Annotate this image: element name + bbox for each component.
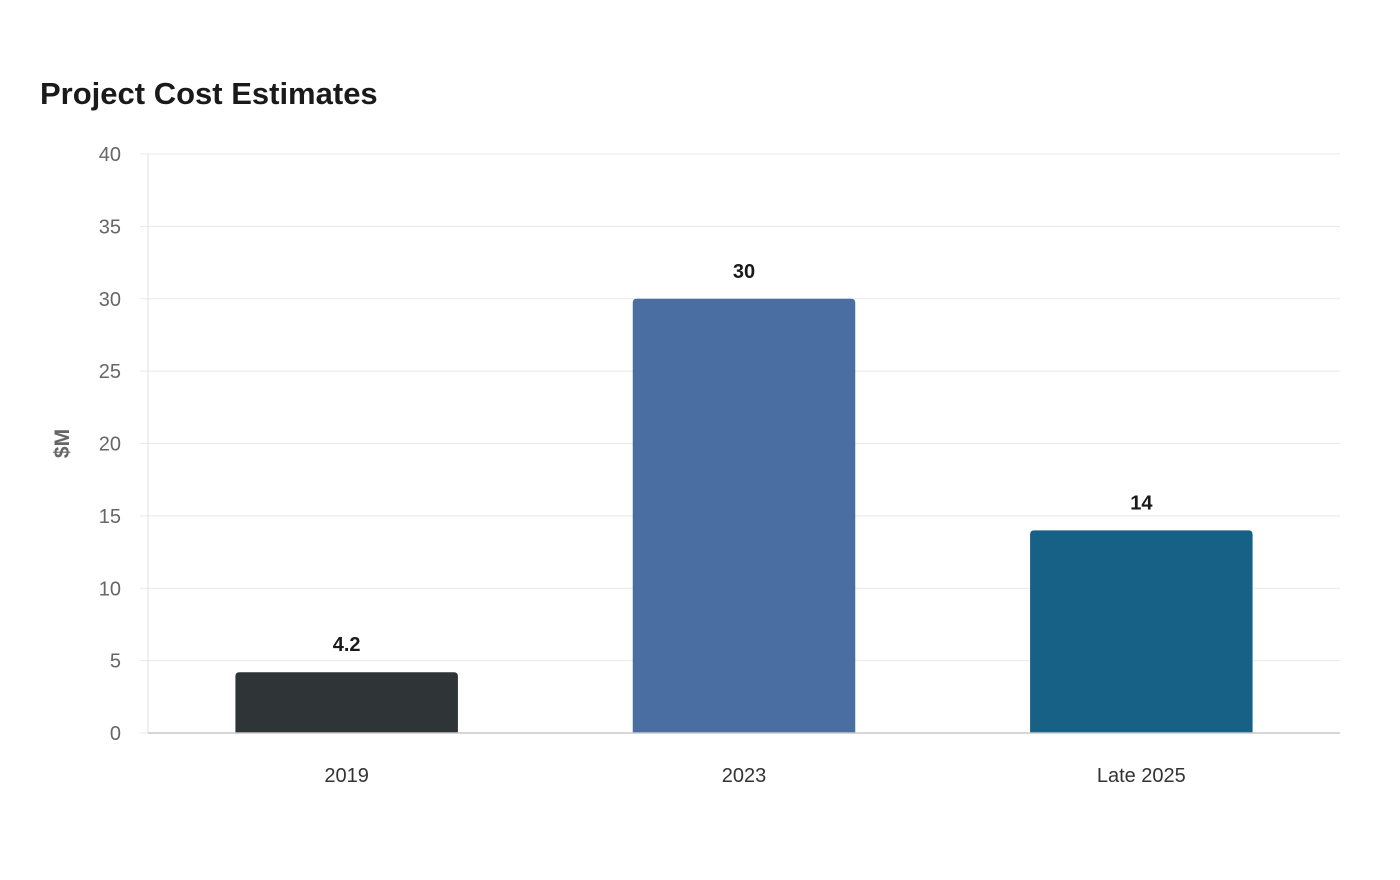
- chart-title: Project Cost Estimates: [40, 76, 378, 111]
- y-tick-label: 10: [99, 578, 121, 600]
- y-tick-label: 40: [99, 144, 121, 166]
- y-tick-label: 20: [99, 434, 121, 456]
- bar-2019: [235, 672, 458, 733]
- y-tick-label: 30: [99, 289, 121, 311]
- x-tick-label: Late 2025: [1097, 765, 1186, 787]
- bars: [235, 298, 1253, 733]
- x-tick-label: 2019: [324, 765, 369, 787]
- y-tick-label: 35: [99, 216, 121, 238]
- y-tick-label: 5: [110, 651, 121, 673]
- x-tick-labels: 2019 2023 Late 2025: [324, 765, 1185, 787]
- y-tick-label: 15: [99, 506, 121, 528]
- value-label: 4.2: [333, 634, 361, 656]
- axes: $M: [51, 154, 149, 733]
- y-tick-label: 0: [110, 723, 121, 745]
- bar-late-2025: [1030, 530, 1253, 733]
- bar-2023: [632, 298, 856, 733]
- y-axis-label: $M: [51, 429, 74, 458]
- value-label: 30: [733, 261, 755, 283]
- value-labels: 4.2 30 14: [333, 261, 1154, 656]
- y-tick-label: 25: [99, 361, 121, 383]
- value-label: 14: [1130, 492, 1153, 514]
- x-tick-label: 2023: [722, 765, 767, 787]
- y-tick-labels: 0 5 10 15 20 25 30 35 40: [99, 144, 121, 745]
